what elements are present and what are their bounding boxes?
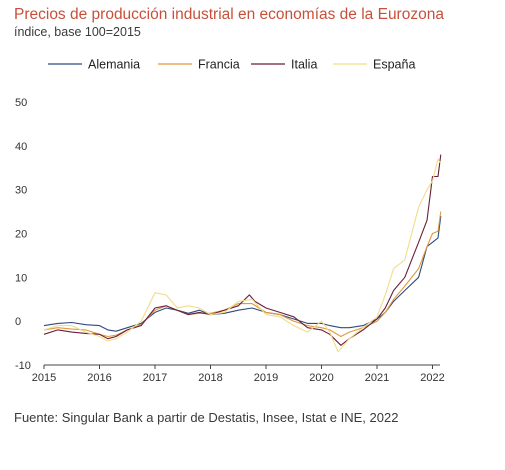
plot-area xyxy=(43,154,442,353)
y-tick-label: 20 xyxy=(15,229,27,241)
series-line-francia xyxy=(43,211,442,338)
x-tick-label: 2016 xyxy=(87,372,111,384)
legend: Alemania Francia Italia España xyxy=(48,58,415,72)
series-line-españa xyxy=(43,158,442,353)
x-tick-label: 2021 xyxy=(365,372,389,384)
x-tick-label: 2019 xyxy=(254,372,278,384)
line-chart: Alemania Francia Italia España -10 0 10 20 30 40… xyxy=(15,58,445,385)
x-tick-label: 2017 xyxy=(143,372,167,384)
x-tick-label: 2015 xyxy=(32,372,56,384)
legend-label: España xyxy=(373,58,415,72)
legend-label: Francia xyxy=(198,58,240,72)
y-tick-label: 40 xyxy=(15,141,27,153)
x-axis: 2015 2016 2017 2018 2019 2020 2021 2022 xyxy=(32,364,445,384)
source-note: Fuente: Singular Bank a partir de Destat… xyxy=(14,410,399,425)
x-tick-label: 2022 xyxy=(420,372,444,384)
legend-label: Italia xyxy=(291,58,317,72)
y-axis: -10 0 10 20 30 40 50 xyxy=(15,97,31,372)
x-tick-label: 2018 xyxy=(198,372,222,384)
y-tick-label: 10 xyxy=(15,272,27,284)
y-tick-label: 30 xyxy=(15,185,27,197)
chart-title: Precios de producción industrial en econ… xyxy=(14,6,444,23)
y-tick-label: -10 xyxy=(15,360,31,372)
series-line-alemania xyxy=(43,215,442,332)
x-tick-label: 2020 xyxy=(309,372,333,384)
y-tick-label: 50 xyxy=(15,97,27,109)
y-tick-label: 0 xyxy=(15,316,21,328)
chart-subtitle: índice, base 100=2015 xyxy=(14,25,141,39)
legend-label: Alemania xyxy=(88,58,140,72)
series-line-italia xyxy=(43,154,442,346)
